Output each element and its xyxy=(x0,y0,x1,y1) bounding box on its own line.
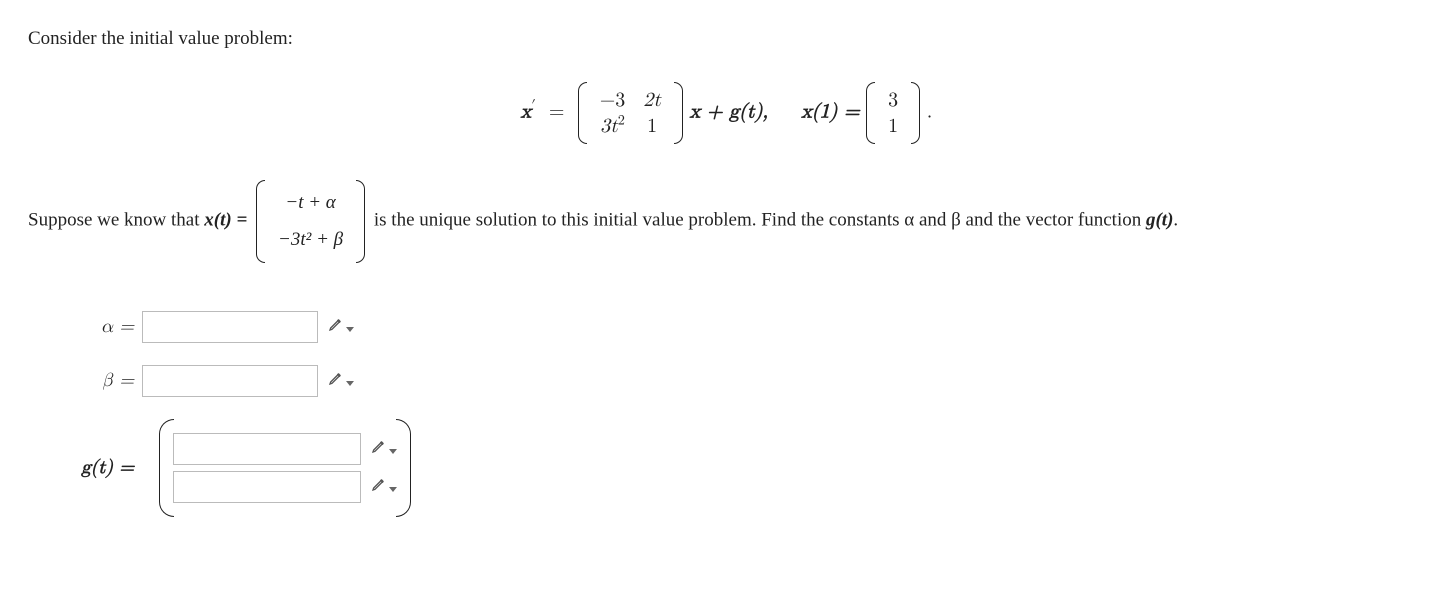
g-vector-parentheses xyxy=(159,419,411,517)
chevron-down-icon xyxy=(389,449,397,454)
ic-cell-0: 3 xyxy=(884,88,902,112)
alpha-row: α = xyxy=(76,311,1425,343)
initial-condition-label: x(1) = xyxy=(801,102,866,122)
matrix-cell-01: 2t xyxy=(639,88,665,112)
problem-intro: Consider the initial value problem: xyxy=(28,24,1425,54)
g2-input[interactable] xyxy=(173,471,361,503)
sol-cell-0: −t + α xyxy=(274,186,347,220)
beta-editor-button[interactable] xyxy=(328,370,354,391)
matrix-cell-00: −3 xyxy=(596,88,630,112)
g-slot-1 xyxy=(173,433,397,465)
chevron-down-icon xyxy=(346,381,354,386)
g1-input[interactable] xyxy=(173,433,361,465)
beta-input[interactable] xyxy=(142,365,318,397)
x-of-t-label: x(t) = xyxy=(204,210,252,231)
solution-vector: −t + α −3t² + β xyxy=(256,180,365,262)
x-plus-g: x + g(t), xyxy=(690,102,768,122)
alpha-editor-button[interactable] xyxy=(328,316,354,337)
x-variable: x xyxy=(521,102,532,122)
coefficient-matrix: −3 2t 3t2 1 xyxy=(578,82,683,144)
g1-editor-button[interactable] xyxy=(371,438,397,459)
matrix-cell-10: 3t2 xyxy=(596,114,630,138)
pencil-icon xyxy=(371,476,387,497)
beta-row: β = xyxy=(76,365,1425,397)
ic-cell-1: 1 xyxy=(884,114,902,138)
solution-suffix: is the unique solution to this initial v… xyxy=(374,210,1146,231)
solution-endper: . xyxy=(1173,210,1178,231)
g-of-t-label: g(t) xyxy=(1146,210,1173,231)
equation-period: . xyxy=(927,102,933,122)
solution-prefix: Suppose we know that xyxy=(28,210,204,231)
matrix-cell-11: 1 xyxy=(639,114,665,138)
g-label: g(t) = xyxy=(76,456,134,479)
alpha-label: α = xyxy=(76,315,134,338)
answer-block: α = β = g(t) = xyxy=(76,311,1425,517)
g2-editor-button[interactable] xyxy=(371,476,397,497)
pencil-icon xyxy=(328,370,344,391)
prime-symbol: ′ xyxy=(531,99,535,113)
pencil-icon xyxy=(371,438,387,459)
beta-label: β = xyxy=(76,369,134,392)
ivp-equation: x′ = −3 2t 3t2 1 x + g(t), x(1) = 3 1 xyxy=(28,82,1425,144)
pencil-icon xyxy=(328,316,344,337)
given-solution-paragraph: Suppose we know that x(t) = −t + α −3t² … xyxy=(28,180,1425,262)
alpha-input[interactable] xyxy=(142,311,318,343)
chevron-down-icon xyxy=(389,487,397,492)
g-slot-2 xyxy=(173,471,397,503)
chevron-down-icon xyxy=(346,327,354,332)
sol-cell-1: −3t² + β xyxy=(274,223,347,257)
initial-condition-vector: 3 1 xyxy=(866,82,920,144)
g-row: g(t) = xyxy=(76,419,1425,517)
